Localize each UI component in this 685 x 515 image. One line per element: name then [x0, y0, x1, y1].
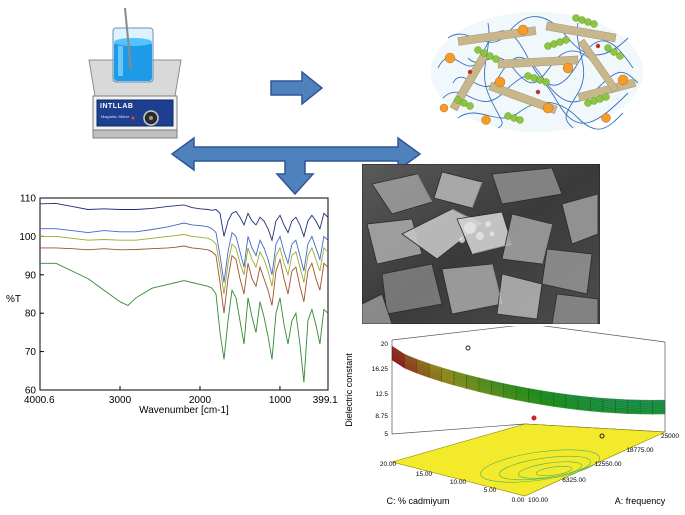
- ftir-series-line-3: [40, 234, 329, 295]
- ftir-series-line-2: [40, 222, 329, 283]
- surface-c-tick-label: 10.00: [450, 479, 467, 486]
- right-arrow-icon: [270, 70, 324, 106]
- surface-a-axis-label: A: frequency: [615, 496, 666, 506]
- ftir-ytick-label: 70: [25, 347, 37, 358]
- double-arrow-icon: [170, 136, 422, 196]
- ftir-plot-frame: [39, 197, 329, 391]
- ftir-ytick-label: 100: [19, 232, 36, 243]
- surface-c-tick-label: 0.00: [512, 497, 525, 504]
- stirrer-subtitle-label: Magnetic Stirrer: [101, 114, 130, 119]
- ftir-ylabel: %T: [6, 294, 21, 305]
- response-surface-plot: 20 16.25 12.5 8.75 5 Dielectric constant 20.00…: [344, 326, 679, 506]
- green-bead-chains: [454, 14, 624, 124]
- surface-c-axis-label: C: % cadmiyum: [386, 496, 449, 506]
- sem-micrograph-image: [362, 164, 600, 324]
- ftir-series-line-4: [40, 245, 329, 314]
- surface-z-tick-label: 20: [381, 341, 389, 348]
- nanorods: [449, 21, 637, 115]
- surface-z-tick-label: 8.75: [375, 413, 388, 420]
- red-particles: [467, 43, 601, 95]
- ftir-ytick-label: 90: [25, 270, 37, 281]
- ftir-xtick-label: 2000: [189, 395, 212, 406]
- surface-c-tick-label: 20.00: [380, 461, 397, 468]
- ftir-xtick-label: 3000: [109, 395, 132, 406]
- surface-floor-plane: [390, 423, 666, 497]
- design-point-marker: [465, 345, 471, 351]
- ftir-ytick-label: 110: [20, 194, 36, 205]
- surface-z-axis-label: Dielectric constant: [344, 353, 354, 427]
- ftir-xtick-label: 1000: [269, 395, 292, 406]
- ftir-series-line-1: [39, 202, 329, 242]
- surface-a-tick-label: 6325.00: [562, 477, 586, 484]
- orange-nanoparticles: [439, 24, 629, 125]
- surface-z-tick-label: 5: [384, 431, 388, 438]
- design-point-marker: [531, 415, 537, 421]
- surface-a-tick-label: 12550.00: [594, 461, 621, 468]
- surface-mesh-cell: [652, 413, 666, 415]
- surface-a-tick-label: 100.00: [528, 497, 548, 504]
- stirrer-brand-label: INTLLAB: [100, 103, 134, 110]
- ftir-xlabel: Wavenumber [cm-1]: [139, 405, 229, 416]
- design-point-marker: [599, 433, 605, 439]
- surface-z-tick-label: 12.5: [375, 391, 388, 398]
- nanocomposite-illustration: [431, 12, 643, 132]
- surface-a-tick-label: 25000: [661, 433, 679, 440]
- probe-icon: [124, 8, 132, 71]
- stirrer-front-panel: [96, 99, 174, 127]
- surface-z-tick-label: 16.25: [372, 366, 389, 373]
- surface-c-tick-label: 15.00: [416, 471, 433, 478]
- surface-c-tick-label: 5.00: [484, 487, 497, 494]
- surface-a-tick-label: 18775.00: [626, 447, 653, 454]
- ftir-series-line-5: [40, 262, 329, 383]
- ftir-xtick-label: 4000.6: [24, 395, 55, 406]
- surface-mesh-cell: [640, 413, 653, 415]
- ftir-ytick-label: 60: [25, 386, 37, 397]
- magnetic-stirrer-illustration: [88, 8, 182, 139]
- indicator-light-icon: [131, 116, 135, 120]
- ftir-ytick-label: 80: [25, 309, 37, 320]
- ftir-xtick-label: 399.19: [313, 395, 338, 406]
